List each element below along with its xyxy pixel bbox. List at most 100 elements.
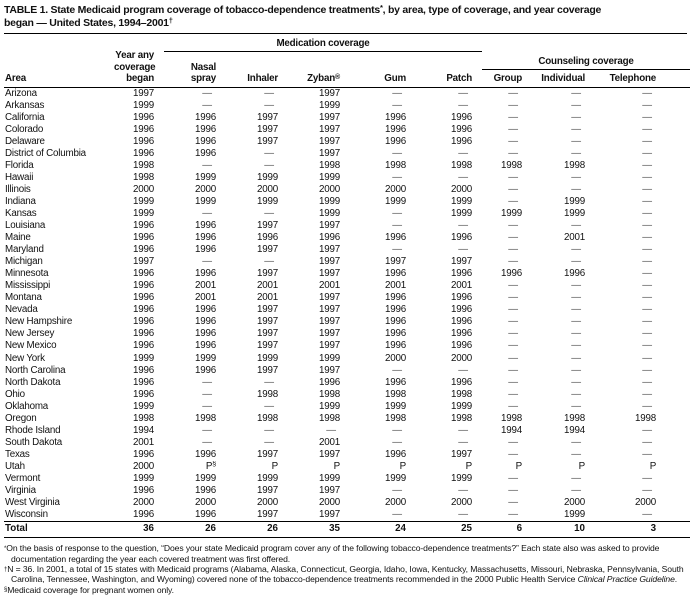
value-cell: 1997 [257,448,278,460]
table-row: Vermont 1999 1999 1999 1999 1999 1999 — — — [4,473,690,485]
table-row: New Mexico 1996 1996 1997 1997 1996 1996 — — — [4,340,690,352]
value-cell: 1997 [257,135,278,147]
value-cell: — [458,364,469,376]
table-row: Hawaii 1998 1999 1999 1999 — — — — — [4,172,690,184]
table-row: North Carolina 1996 1996 1997 1997 — — — — — [4,365,690,377]
value-cell: — [458,99,469,111]
value-cell: — [571,99,582,111]
area-cell: Colorado [5,123,44,135]
value-cell: 2000 [385,497,406,509]
value-cell: — [571,171,582,183]
value-cell: — [642,99,653,111]
value-cell: 1998 [319,412,340,424]
value-cell: 1998 [451,159,473,171]
value-cell: 1996 [385,304,406,316]
value-cell: 1996 [195,509,216,521]
value-cell: 1999 [257,352,278,364]
value-cell: — [508,388,519,400]
table-row: Minnesota 1996 1996 1997 1997 1996 1996 1996 199… [4,268,690,280]
value-cell: 1996 [451,304,473,316]
value-cell: 1996 [133,135,154,147]
value-cell: — [392,171,402,183]
area-cell: North Dakota [5,376,61,388]
value-cell: 1999 [257,171,278,183]
value-cell: — [642,280,653,292]
value-cell: 1999 [195,195,216,207]
value-cell: 1997 [257,220,278,232]
value-cell: 6 [482,521,533,539]
area-cell: Arkansas [5,99,45,111]
value-cell: 1996 [195,304,216,316]
value-cell: 26 [226,521,288,539]
value-cell: 1997 [257,268,278,280]
value-cell: 1999 [257,195,278,207]
value-cell: 1999 [501,207,523,219]
value-cell: 1999 [133,99,154,111]
table-footer: Total 36 26 26 35 24 25 6 10 3 [4,521,690,539]
value-cell: — [642,195,653,207]
value-cell: 1998 [257,388,278,400]
area-cell: Arizona [5,87,37,99]
value-cell: 1998 [385,159,406,171]
value-cell: 1996 [133,509,154,521]
value-cell: 1996 [195,485,216,497]
value-cell: 1996 [195,147,216,159]
value-cell: — [264,424,274,436]
value-cell: — [571,256,582,268]
value-cell: — [458,171,469,183]
value-cell: 1997 [451,256,473,268]
area-cell: New Mexico [5,340,57,352]
area-cell: Nevada [5,304,38,316]
value-cell: 1996 [319,232,340,244]
value-cell: — [642,147,653,159]
header-nasal-spray: Nasal spray [164,51,226,88]
table-row: District of Columbia 1996 1996 — 1997 — — — — — [4,148,690,160]
area-cell: Michigan [5,256,43,268]
value-cell: — [571,244,582,256]
value-cell: 1997 [257,509,278,521]
value-cell: 2001 [257,280,278,292]
table-row: Oregon 1998 1998 1998 1998 1998 1998 1998 1998 19… [4,413,690,425]
value-cell: 1997 [451,448,473,460]
table-title: TABLE 1. State Medicaid program coverage… [4,4,687,34]
value-cell: — [264,99,274,111]
value-cell: 1998 [385,412,406,424]
value-cell: — [392,220,402,232]
value-cell: 1998 [319,388,340,400]
value-cell: 1998 [564,159,586,171]
value-cell: 1996 [451,292,473,304]
value-cell: — [642,509,653,521]
value-cell: 1997 [319,244,340,256]
footnote-text: N = 36. In 2001, a total of 15 states wi… [7,564,684,585]
value-cell: 1997 [319,364,340,376]
footnote-marker: * [4,545,7,552]
area-cell: Oregon [5,412,37,424]
area-cell: Minnesota [5,268,49,280]
value-cell: — [642,268,653,280]
value-cell: — [458,147,469,159]
value-cell: — [642,183,653,195]
value-cell: — [508,220,519,232]
value-cell: — [571,364,582,376]
value-cell: 2000 [451,352,473,364]
table-row: Nevada 1996 1996 1997 1997 1996 1996 — — — [4,304,690,316]
value-cell: 1999 [319,99,340,111]
value-cell: 1997 [257,364,278,376]
value-cell: 1997 [319,340,340,352]
table-row: Delaware 1996 1996 1997 1997 1996 1996 — — — [4,136,690,148]
value-cell: — [202,99,212,111]
value-cell: — [571,388,582,400]
value-cell: — [264,436,274,448]
area-cell: Virginia [5,485,36,497]
value-cell: — [642,135,653,147]
value-cell: 24 [350,521,416,539]
value-cell: — [508,448,519,460]
total-row: Total 36 26 26 35 24 25 6 10 3 [4,521,690,539]
footnote-marker: † [4,566,8,573]
value-cell: — [571,376,582,388]
value-cell: — [392,509,402,521]
value-cell: 1996 [133,376,154,388]
value-cell: 1996 [133,364,154,376]
value-cell: — [571,123,582,135]
value-cell: — [264,159,274,171]
